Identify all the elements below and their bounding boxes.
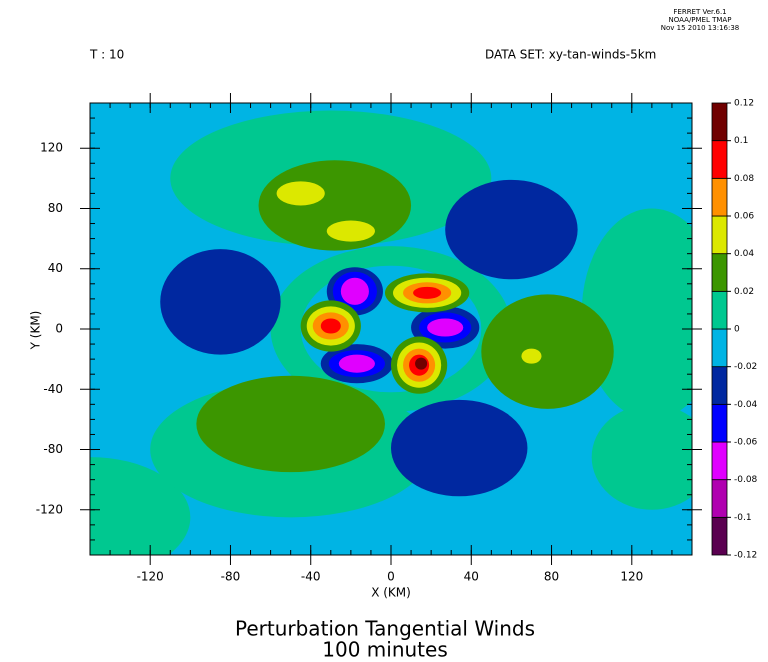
colorbar-label: 0.1	[734, 136, 748, 146]
contour-region	[521, 348, 542, 364]
colorbar-label: 0.12	[734, 99, 754, 109]
contour-region	[90, 457, 191, 555]
colorbar-swatch	[711, 441, 728, 481]
colorbar-swatch	[711, 479, 728, 518]
contour-region	[591, 404, 692, 510]
contour-region	[413, 286, 442, 299]
colorbar-label: 0	[734, 325, 740, 335]
x-tick-label: 40	[464, 570, 479, 584]
date-label: Nov 15 2010 13:16:38	[661, 24, 740, 32]
colorbar-swatch	[711, 366, 728, 405]
y-tick-label: 80	[48, 201, 63, 215]
time-label: T : 10	[89, 48, 124, 62]
dataset-label: DATA SET: xy-tan-winds-5km	[485, 48, 656, 62]
y-tick-label: -120	[36, 502, 63, 516]
org-label: NOAA/PMEL TMAP	[669, 16, 732, 24]
colorbar-label: 0.04	[734, 249, 754, 259]
colorbar-swatch	[711, 140, 728, 179]
colorbar-swatch	[711, 253, 728, 292]
chart-title: Perturbation Tangential Winds	[235, 617, 535, 641]
contour-region	[326, 220, 375, 242]
colorbar-label: 0.06	[734, 212, 754, 222]
y-tick-label: -40	[43, 382, 63, 396]
x-tick-label: 120	[620, 570, 643, 584]
colorbar-label: -0.1	[734, 513, 752, 523]
colorbar-label: 0.08	[734, 174, 754, 184]
colorbar-label: -0.06	[734, 438, 758, 448]
colorbar-swatch	[711, 328, 728, 368]
program-label: FERRET Ver.6.1	[673, 8, 726, 16]
contour-region	[415, 357, 428, 370]
colorbar-label: -0.02	[734, 362, 757, 372]
x-tick-label: 80	[544, 570, 559, 584]
colorbar-swatch	[711, 290, 728, 330]
contour-region	[338, 354, 375, 373]
x-tick-label: 0	[387, 570, 395, 584]
colorbar-swatch	[711, 102, 728, 142]
y-axis-label: Y (KM)	[29, 311, 43, 351]
field	[90, 103, 692, 555]
colorbar-swatch	[711, 516, 728, 556]
colorbar-label: 0.02	[734, 287, 754, 297]
contour-region	[427, 318, 464, 337]
contour-region	[445, 179, 578, 280]
contour-region	[196, 375, 385, 473]
y-tick-label: 0	[55, 322, 63, 336]
colorbar-label: -0.12	[734, 551, 757, 561]
contour-region	[320, 318, 341, 334]
colorbar-label: -0.04	[734, 400, 758, 410]
colorbar-swatch	[711, 177, 728, 217]
colorbar-swatch	[711, 215, 728, 255]
y-tick-label: 120	[40, 141, 63, 155]
contour-region	[340, 277, 369, 305]
contour-region	[276, 181, 325, 206]
y-tick-label: 40	[48, 261, 63, 275]
contour-region	[581, 208, 692, 420]
contour-region	[391, 399, 528, 497]
x-axis-label: X (KM)	[371, 586, 411, 600]
contour-region	[481, 294, 614, 409]
colorbar-label: -0.08	[734, 475, 758, 485]
contour-region	[160, 249, 281, 355]
y-tick-label: -80	[43, 442, 63, 456]
chart-subtitle: 100 minutes	[322, 638, 448, 662]
axes	[80, 93, 702, 565]
x-tick-label: -120	[137, 570, 164, 584]
colorbar-swatch	[711, 403, 728, 443]
x-tick-label: -80	[221, 570, 241, 584]
x-tick-label: -40	[301, 570, 321, 584]
